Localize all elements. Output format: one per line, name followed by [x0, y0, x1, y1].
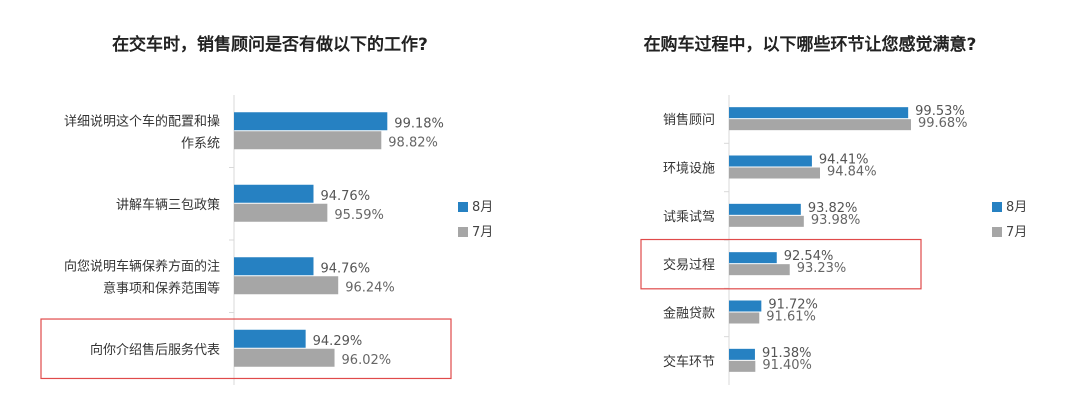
bar-jul	[729, 167, 820, 179]
data-label: 95.59%	[334, 208, 384, 223]
data-label: 99.18%	[394, 116, 444, 131]
data-label: 91.72%	[768, 298, 818, 313]
data-label: 92.54%	[784, 249, 834, 264]
category-label: 详细说明这个车的配置和操作系统	[64, 113, 220, 151]
bar-aug	[234, 112, 388, 131]
data-label: 94.41%	[819, 153, 869, 168]
data-label: 98.82%	[388, 135, 438, 150]
bar-jul	[234, 276, 339, 295]
category-label: 环境设施	[663, 162, 715, 177]
left-chart-title: 在交车时，销售顾问是否有做以下的工作?	[112, 35, 428, 55]
legend-swatch	[458, 202, 468, 212]
legend-label: 8月	[1006, 200, 1027, 215]
legend-label: 7月	[472, 225, 493, 240]
data-label: 99.68%	[918, 116, 968, 131]
bar-aug	[729, 252, 777, 264]
bar-aug	[234, 184, 314, 203]
bar-jul	[234, 131, 382, 150]
bar-aug	[729, 107, 909, 119]
bar-jul	[729, 119, 911, 131]
bar-jul	[234, 203, 328, 222]
data-label: 94.76%	[320, 189, 370, 204]
data-label: 99.53%	[915, 104, 965, 119]
bar-aug	[729, 348, 755, 360]
bar-aug	[729, 155, 812, 167]
data-label: 91.40%	[762, 358, 812, 373]
bar-aug	[729, 300, 762, 312]
category-label: 讲解车辆三包政策	[116, 197, 220, 213]
right-chart: 销售顾问 99.53%99.68% 环境设施 94.41%94.84% 试乘试驾 93.8…	[640, 95, 1027, 385]
bar-aug	[729, 203, 801, 215]
data-label: 91.38%	[762, 346, 812, 361]
bar-jul	[729, 215, 804, 227]
data-label: 91.61%	[766, 310, 816, 325]
data-label: 94.84%	[827, 165, 877, 180]
category-label: 交易过程	[663, 257, 715, 273]
category-label: 试乘试驾	[663, 210, 715, 225]
legend-swatch	[992, 202, 1002, 212]
data-label: 93.98%	[811, 213, 861, 228]
right-chart-panel: 在购车过程中，以下哪些环节让您感觉满意? 销售顾问 99.53% 99.68% 环境设…	[540, 0, 1080, 403]
legend-label: 7月	[1006, 225, 1027, 240]
left-chart: 详细说明这个车的配置和操作系统 99.18% 98.82% 讲解车辆三包政策 94.76…	[40, 95, 493, 385]
highlight-box	[640, 238, 922, 290]
data-label: 93.23%	[797, 261, 847, 276]
bar-jul	[234, 348, 335, 367]
category-label: 向你介绍售后服务代表	[90, 342, 220, 358]
legend-label: 8月	[472, 200, 493, 215]
left-chart-panel: 在交车时，销售顾问是否有做以下的工作? 详细说明这个车的配置和操作系统 99.18…	[40, 35, 493, 385]
right-chart-title: 在购车过程中，以下哪些环节让您感觉满意?	[643, 35, 977, 55]
data-label: 94.76%	[320, 261, 370, 276]
data-label: 96.02%	[342, 353, 392, 368]
category-label: 交车环节	[663, 354, 715, 370]
bar-aug	[234, 257, 314, 276]
category-label: 销售顾问	[663, 112, 715, 128]
bar-jul	[729, 360, 756, 372]
data-label: 94.29%	[313, 334, 363, 349]
highlight-box	[40, 318, 452, 380]
bar-aug	[234, 329, 306, 348]
legend-swatch	[458, 227, 468, 237]
data-label: 93.82%	[808, 201, 858, 216]
legend-swatch	[992, 227, 1002, 237]
category-label: 向您说明车辆保养方面的注意事项和保养范围等	[64, 258, 220, 296]
bar-jul	[729, 264, 790, 276]
bar-jul	[729, 312, 760, 324]
data-label: 96.24%	[345, 280, 395, 295]
category-label: 金融贷款	[663, 306, 715, 322]
